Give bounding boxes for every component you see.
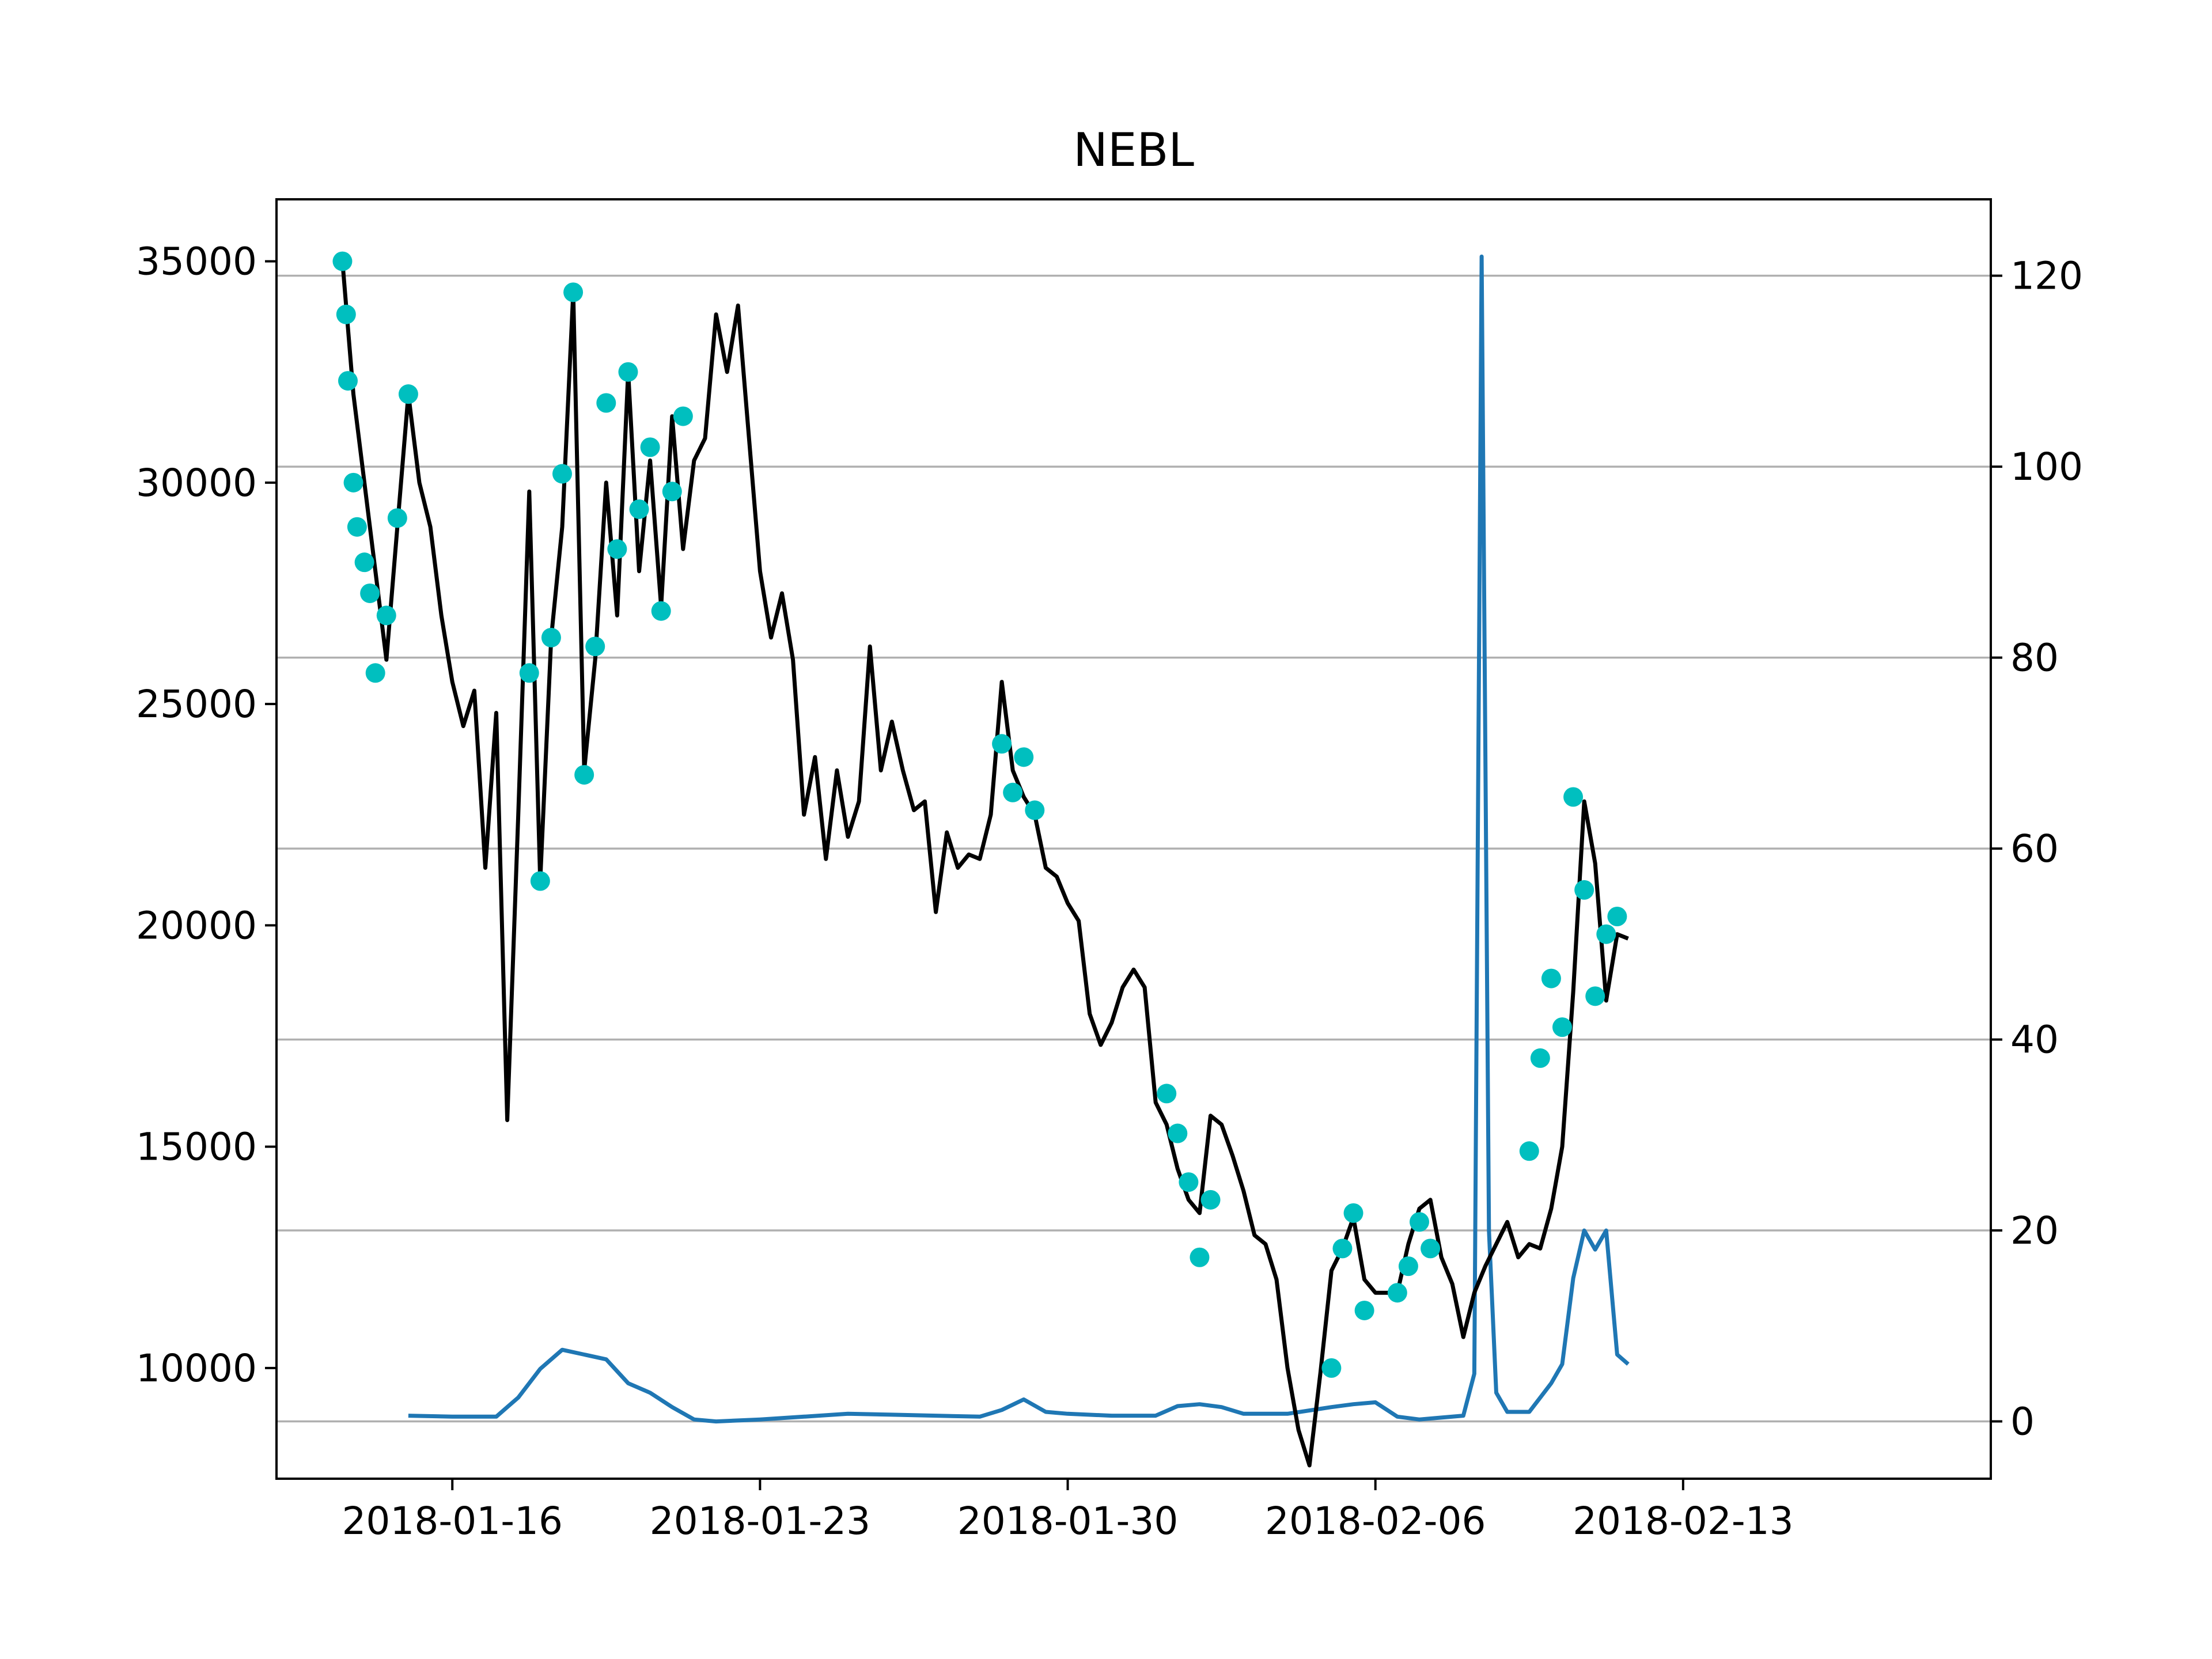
- plot-area: [332, 251, 1630, 1468]
- price-marker: [1190, 1247, 1210, 1267]
- price-marker: [1541, 968, 1561, 988]
- chart-title: NEBL: [1073, 123, 1194, 177]
- price-marker: [596, 393, 616, 413]
- x-axis-tick-label: 2018-02-13: [1573, 1499, 1794, 1543]
- price-marker: [541, 627, 561, 647]
- right-axis-tick-label: 20: [2010, 1209, 2059, 1253]
- price-marker: [1168, 1123, 1188, 1143]
- right-axis-tick-label: 0: [2010, 1400, 2035, 1444]
- right-axis-tick-label: 60: [2010, 827, 2059, 871]
- volume-line: [408, 254, 1630, 1424]
- price-marker: [1574, 880, 1594, 900]
- price-marker: [563, 282, 584, 302]
- axes: 10000 15000 20000 25000 30000 35000 0 20 40 60 80 1…: [136, 240, 2083, 1543]
- price-marker: [1552, 1017, 1572, 1037]
- price-marker: [1332, 1238, 1353, 1259]
- price-marker: [618, 362, 638, 382]
- left-axis-tick-label: 35000: [136, 240, 257, 284]
- price-marker: [1596, 924, 1616, 944]
- price-marker: [343, 472, 363, 493]
- price-marker: [1530, 1048, 1550, 1068]
- right-axis-tick-label: 40: [2010, 1018, 2059, 1062]
- right-axis-tick-label: 120: [2010, 254, 2083, 298]
- price-marker: [1321, 1358, 1342, 1378]
- price-marker: [585, 637, 605, 657]
- price-marker: [1354, 1300, 1374, 1320]
- price-marker: [1014, 747, 1034, 767]
- price-marker: [629, 499, 649, 519]
- price-marker: [354, 552, 374, 573]
- price-marker: [1519, 1141, 1539, 1161]
- price-marker: [992, 734, 1012, 754]
- left-axis-tick-label: 15000: [136, 1125, 257, 1169]
- x-axis-tick-label: 2018-01-23: [650, 1499, 871, 1543]
- right-axis-tick-label: 80: [2010, 636, 2059, 680]
- price-marker: [640, 437, 660, 457]
- x-axis-tick-label: 2018-01-30: [957, 1499, 1179, 1543]
- axes-frame: [275, 198, 1992, 1480]
- left-axis-tick-label: 25000: [136, 682, 257, 726]
- price-marker: [365, 663, 385, 683]
- price-marker: [519, 663, 539, 683]
- right-axis-tick-label: 100: [2010, 445, 2083, 489]
- price-marker: [1421, 1238, 1441, 1259]
- price-marker: [338, 371, 358, 391]
- price-marker: [1200, 1190, 1221, 1210]
- price-marker: [1179, 1172, 1199, 1192]
- left-axis-tick-label: 10000: [136, 1346, 257, 1391]
- price-marker: [1003, 782, 1023, 802]
- price-marker: [376, 605, 396, 626]
- price-marker: [336, 304, 356, 324]
- price-marker: [1157, 1084, 1177, 1104]
- price-marker: [1343, 1203, 1363, 1223]
- price-marker: [332, 251, 353, 271]
- price-marker: [360, 583, 380, 603]
- price-marker: [574, 765, 594, 785]
- price-marker: [552, 464, 572, 484]
- price-marker: [387, 508, 407, 528]
- price-marker: [607, 539, 627, 559]
- x-axis-tick-label: 2018-01-16: [342, 1499, 563, 1543]
- price-marker: [530, 871, 550, 891]
- price-marker: [1387, 1283, 1407, 1303]
- price-marker: [347, 517, 367, 537]
- price-marker: [673, 406, 693, 426]
- price-marker: [1607, 906, 1627, 926]
- price-marker: [651, 601, 671, 621]
- price-marker: [1410, 1212, 1429, 1232]
- price-marker: [662, 482, 682, 502]
- price-marker: [398, 384, 418, 404]
- left-axis-tick-label: 20000: [136, 903, 257, 948]
- left-axis-tick-label: 30000: [136, 461, 257, 505]
- price-marker: [1025, 800, 1045, 820]
- price-marker: [1563, 787, 1584, 807]
- price-marker: [1585, 986, 1605, 1006]
- x-axis-tick-label: 2018-02-06: [1265, 1499, 1486, 1543]
- price-marker: [1398, 1256, 1418, 1277]
